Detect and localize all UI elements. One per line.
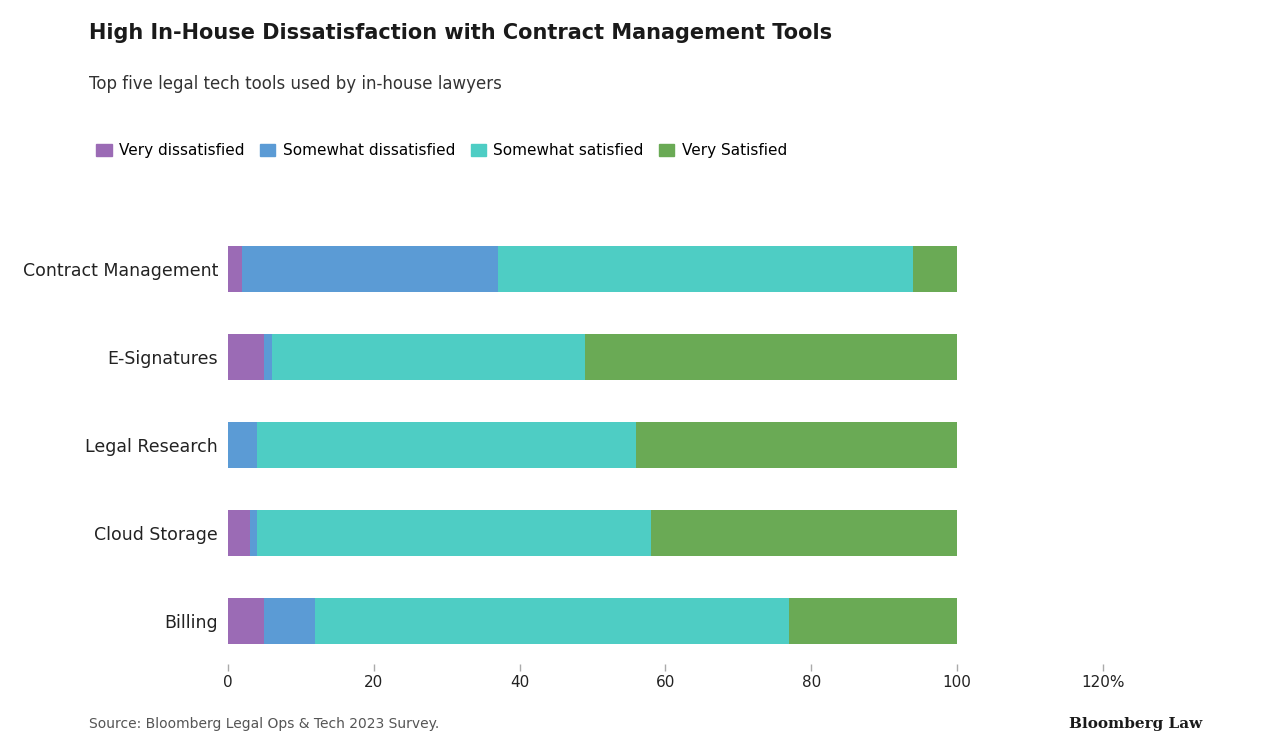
- Text: Top five legal tech tools used by in-house lawyers: Top five legal tech tools used by in-hou…: [89, 75, 501, 93]
- Bar: [228, 510, 249, 556]
- Bar: [228, 598, 265, 644]
- Bar: [651, 510, 957, 556]
- Legend: Very dissatisfied, Somewhat dissatisfied, Somewhat satisfied, Very Satisfied: Very dissatisfied, Somewhat dissatisfied…: [96, 143, 787, 158]
- Text: High In-House Dissatisfaction with Contract Management Tools: High In-House Dissatisfaction with Contr…: [89, 23, 832, 43]
- Bar: [265, 598, 315, 644]
- Bar: [228, 422, 257, 467]
- Bar: [228, 246, 243, 292]
- Text: Source: Bloomberg Legal Ops & Tech 2023 Survey.: Source: Bloomberg Legal Ops & Tech 2023 …: [89, 717, 439, 731]
- Bar: [498, 246, 913, 292]
- Bar: [790, 598, 957, 644]
- Bar: [585, 334, 957, 380]
- Bar: [228, 334, 265, 380]
- Bar: [257, 422, 637, 467]
- Bar: [637, 422, 957, 467]
- Bar: [315, 598, 790, 644]
- Text: Bloomberg Law: Bloomberg Law: [1070, 717, 1203, 731]
- Bar: [272, 334, 585, 380]
- Bar: [249, 510, 257, 556]
- Bar: [243, 246, 498, 292]
- Bar: [265, 334, 272, 380]
- Bar: [257, 510, 651, 556]
- Bar: [913, 246, 957, 292]
